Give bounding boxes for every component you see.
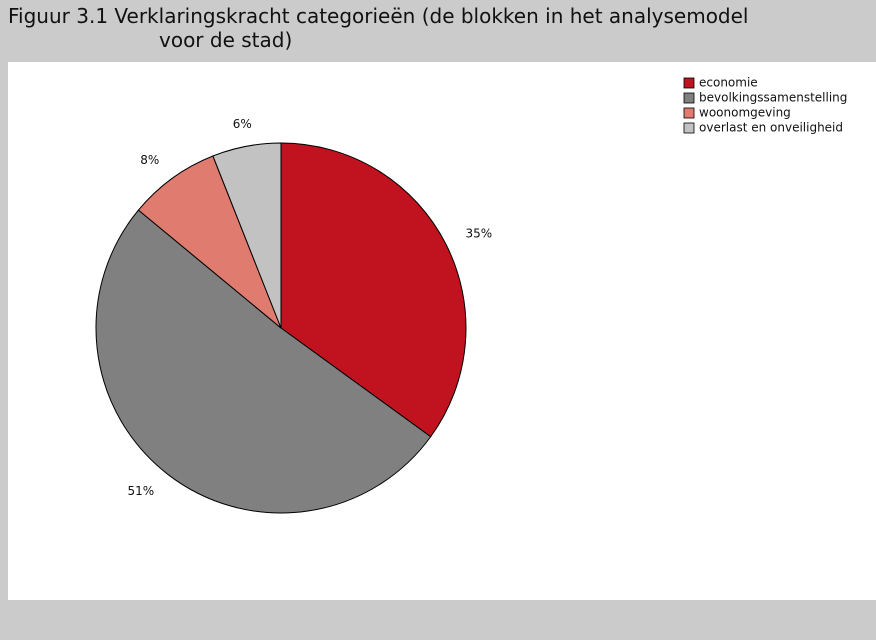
title-line: voor de stad) bbox=[159, 28, 293, 52]
pie-slice bbox=[95, 209, 432, 514]
data-label: 35% bbox=[465, 227, 492, 241]
plot-area: 35% 51% 8% 6% economie bevolkingssamenstellin… bbox=[8, 62, 876, 600]
pie-slice bbox=[280, 142, 467, 438]
title-line: Figuur 3.1 Verklaringskracht categorieën… bbox=[8, 4, 749, 28]
legend-swatch bbox=[683, 77, 695, 89]
chart: 35% 51% 8% 6% economiebevolkingssamenstellin… bbox=[95, 76, 847, 514]
legend-label: bevolkingssamenstelling bbox=[699, 91, 847, 105]
legend-swatch bbox=[683, 107, 695, 119]
data-label: 8% bbox=[140, 153, 159, 167]
pie-slice bbox=[137, 155, 282, 329]
data-label: 6% bbox=[233, 117, 252, 131]
data-label: 51% bbox=[127, 484, 154, 498]
legend-label: woonomgeving bbox=[699, 106, 791, 120]
pie-slice bbox=[212, 142, 282, 329]
legend-label: overlast en onveiligheid bbox=[699, 121, 843, 135]
chart-title: Figuur 3.1 Verklaringskracht categorieën… bbox=[8, 4, 749, 52]
legend-swatch bbox=[683, 122, 695, 134]
legend-label: economie bbox=[699, 76, 758, 90]
legend-swatch bbox=[683, 92, 695, 104]
